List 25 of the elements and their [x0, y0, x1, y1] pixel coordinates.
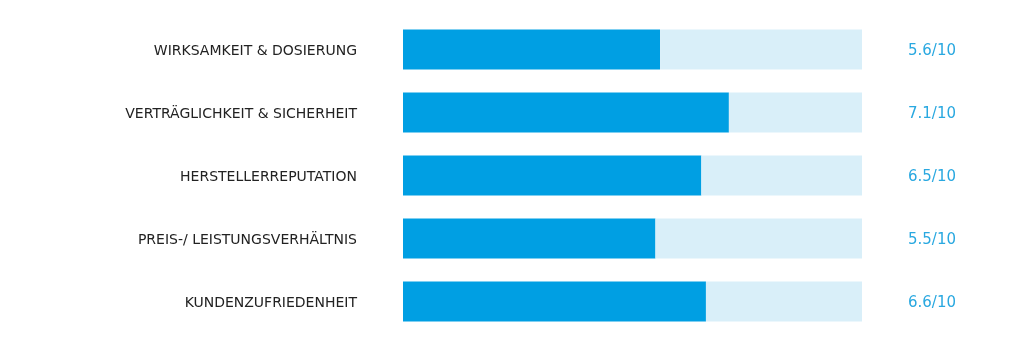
- text: /10: [931, 229, 956, 248]
- data-label: 7.1: [908, 103, 932, 122]
- data-label: 6.6: [908, 292, 932, 311]
- bar: [403, 218, 656, 259]
- y-tick-label: HERSTELLERREPUTATION: [180, 167, 357, 184]
- bar: [403, 29, 661, 70]
- data-label: 5.5: [908, 229, 932, 248]
- bar: [660, 29, 862, 70]
- bar: [655, 218, 862, 259]
- text: /10: [931, 103, 956, 122]
- bar: [728, 92, 862, 133]
- y-tick-label: PREIS-/ LEISTUNGSVERHÄLTNIS: [137, 229, 358, 247]
- bar: [701, 155, 862, 196]
- text: /10: [931, 40, 956, 59]
- y-tick-label: WIRKSAMKEIT & DOSIERUNG: [153, 41, 357, 58]
- bar: [403, 281, 706, 322]
- text: /10: [931, 292, 956, 311]
- y-tick-label: VERTRÄGLICHKEIT & SICHERHEIT: [125, 103, 358, 121]
- bar: [403, 155, 702, 196]
- bar: [403, 92, 729, 133]
- text: /10: [931, 166, 956, 185]
- y-tick-label: KUNDENZUFRIEDENHEIT: [184, 293, 358, 310]
- bar: [705, 281, 862, 322]
- data-label: 6.5: [908, 166, 932, 185]
- data-label: 5.6: [908, 40, 932, 59]
